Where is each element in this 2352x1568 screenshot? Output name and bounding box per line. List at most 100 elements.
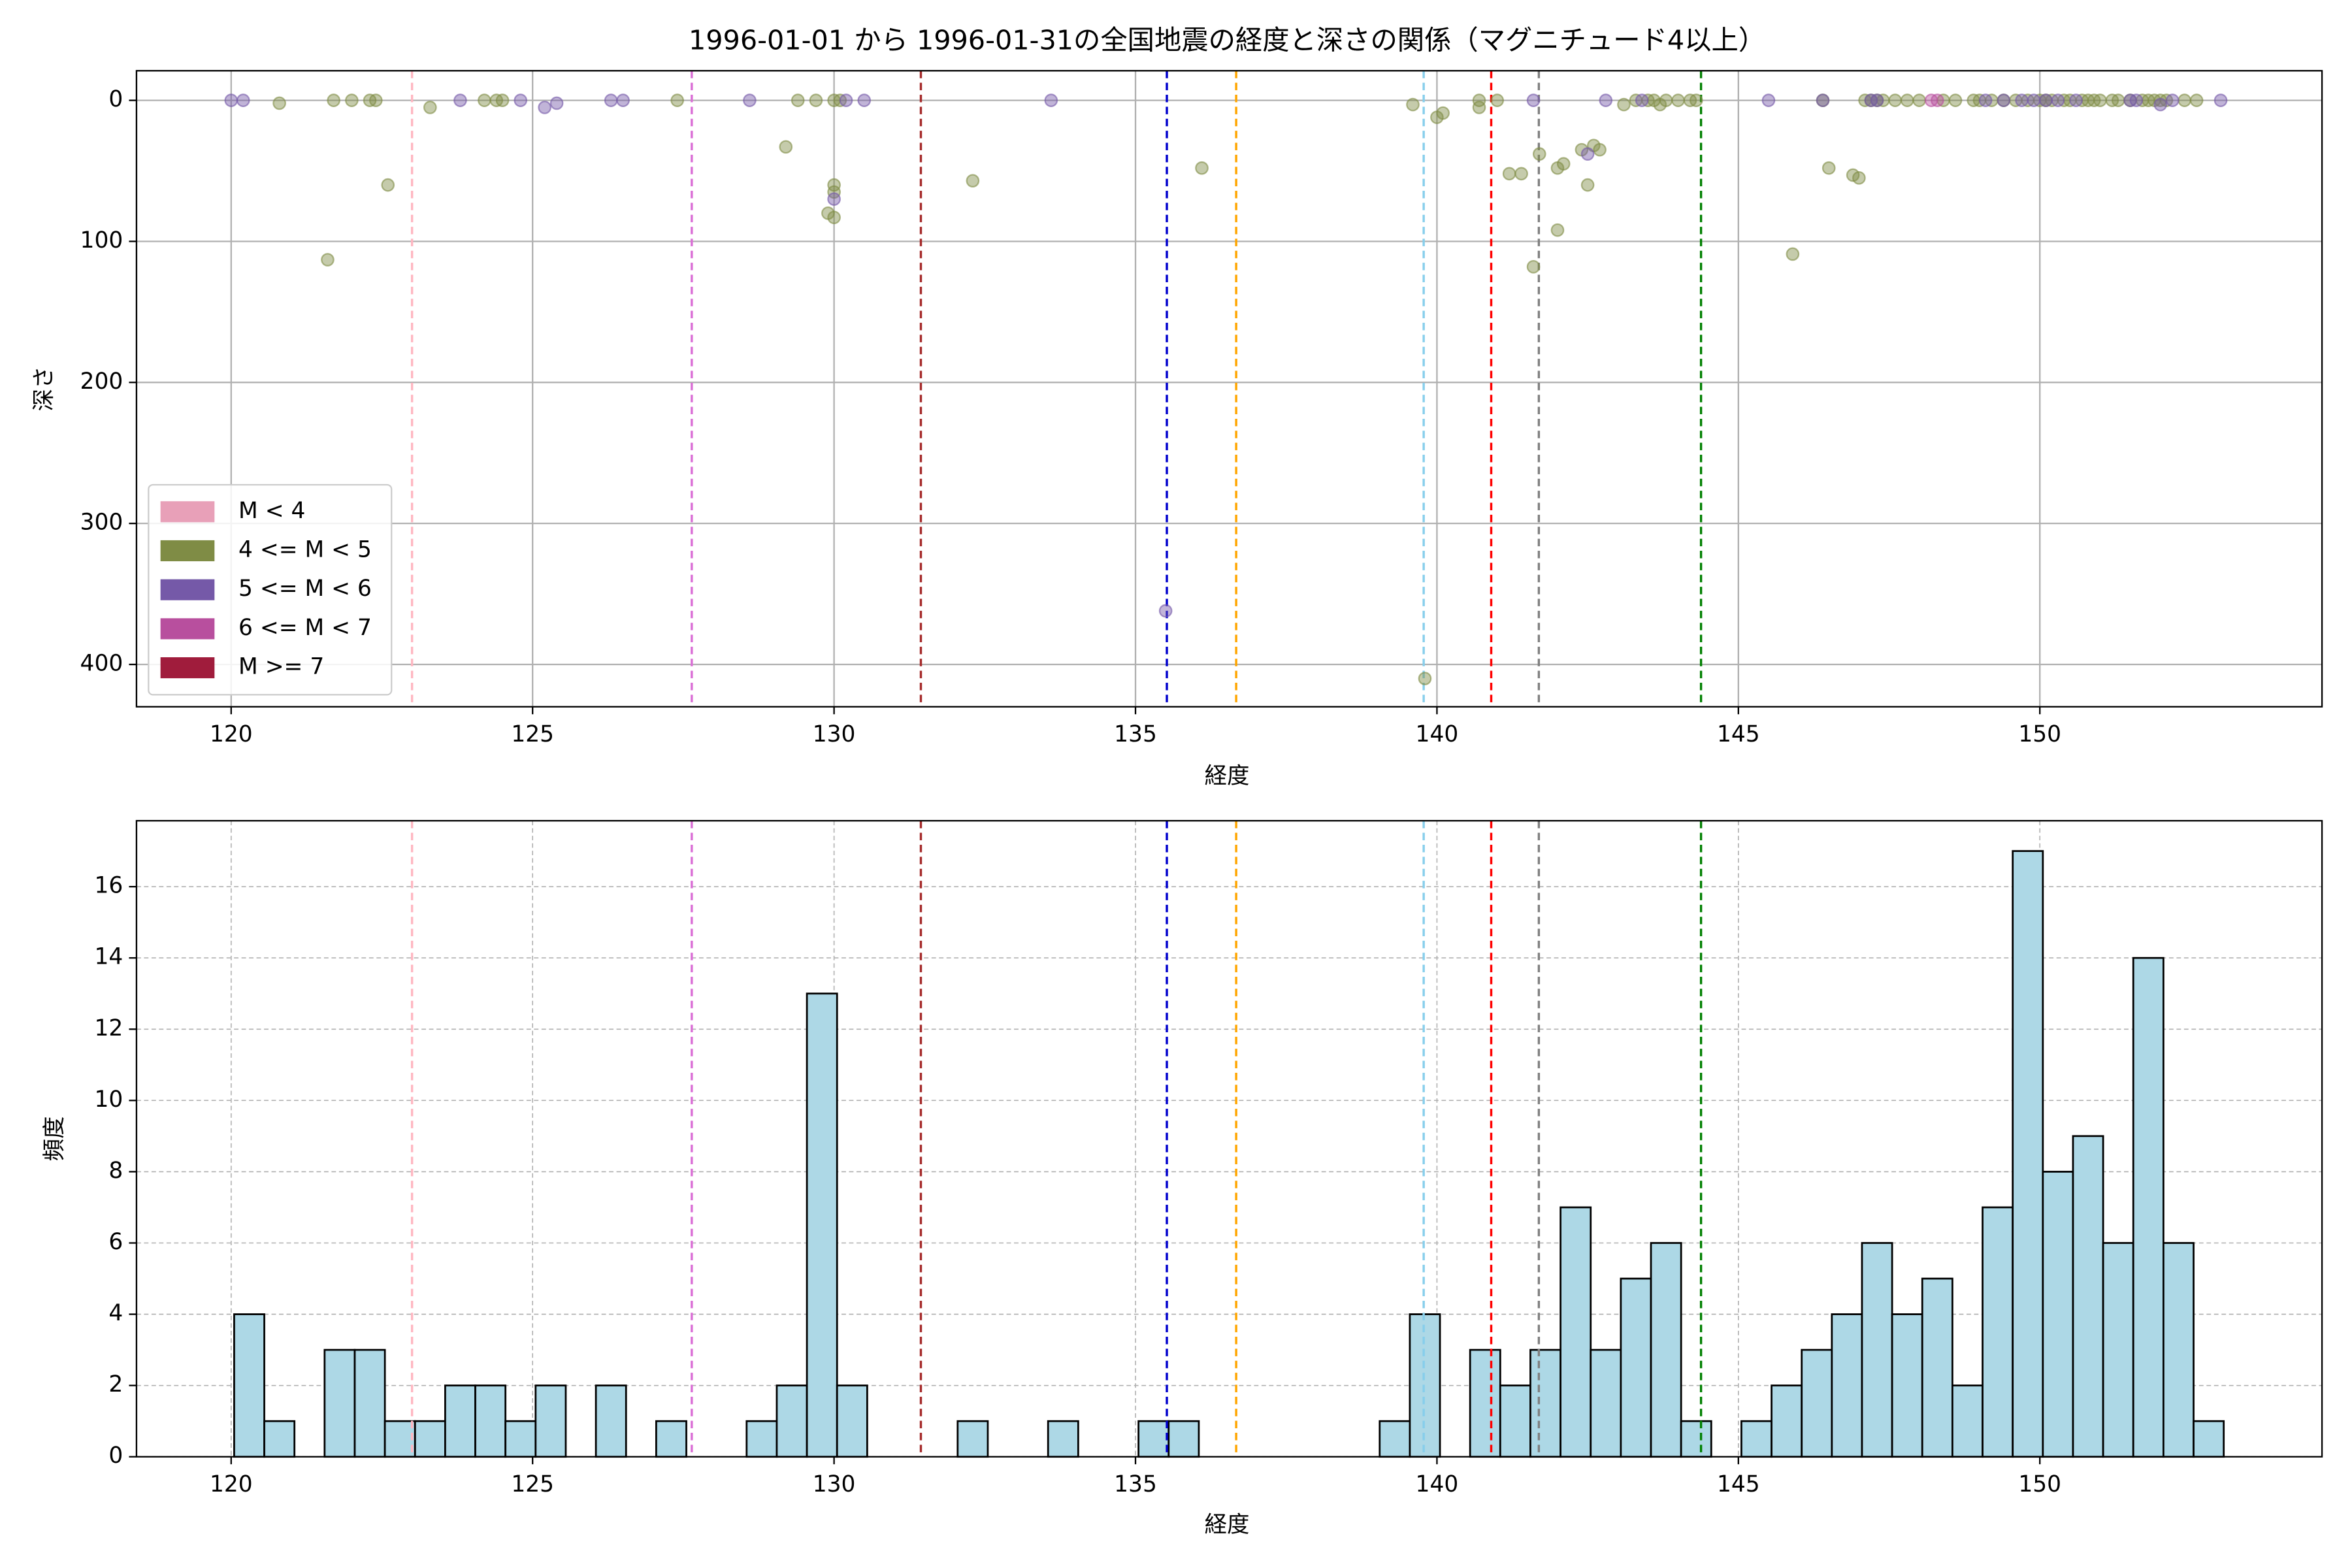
data-point <box>2039 93 2053 107</box>
data-point <box>839 93 853 107</box>
legend-box <box>148 483 393 696</box>
data-point <box>1888 93 1903 107</box>
data-point <box>827 178 841 192</box>
data-point <box>857 93 872 107</box>
data-point <box>827 185 841 199</box>
histogram-bar <box>2012 850 2044 1458</box>
histogram-bar <box>2132 956 2164 1458</box>
y-tick-label: 100 <box>80 227 123 253</box>
histogram-bar <box>384 1420 416 1458</box>
data-point <box>1689 93 1703 107</box>
data-point <box>1490 93 1505 107</box>
histogram-bar <box>655 1420 687 1458</box>
data-point <box>2129 93 2144 107</box>
histogram-bar <box>263 1420 296 1458</box>
histogram-bar <box>444 1384 476 1458</box>
data-point <box>1556 157 1571 171</box>
data-point <box>827 210 841 225</box>
histogram-bar <box>2193 1420 2225 1458</box>
histogram-bar <box>1529 1348 1561 1458</box>
x-tick-label: 145 <box>1717 1471 1760 1497</box>
y-tick-label: 8 <box>108 1158 123 1184</box>
data-point <box>272 96 286 110</box>
data-point <box>1580 147 1595 161</box>
legend-swatch <box>160 579 215 600</box>
data-point <box>1502 167 1516 181</box>
data-point <box>1436 106 1450 120</box>
legend-label: 5 <= M < 6 <box>238 576 372 602</box>
legend-label: 6 <= M < 7 <box>238 615 372 641</box>
data-point <box>1931 93 1944 107</box>
data-point <box>670 93 685 107</box>
data-point <box>1472 101 1486 114</box>
histogram-bar <box>1771 1384 1803 1458</box>
histogram-bar <box>836 1384 868 1458</box>
data-point <box>1997 93 2011 107</box>
x-tick-label: 145 <box>1717 721 1760 747</box>
x-tick-label: 125 <box>511 721 554 747</box>
data-point <box>423 101 437 114</box>
data-point <box>1526 259 1541 274</box>
histogram-bar <box>1801 1348 1833 1458</box>
data-point <box>514 93 528 107</box>
plot-frame <box>135 820 2323 1458</box>
data-point <box>1912 93 1926 107</box>
x-tick-label: 135 <box>1114 1471 1157 1497</box>
histogram-bar <box>1982 1206 2014 1458</box>
histogram-bar <box>1590 1348 1622 1458</box>
x-tick-label: 135 <box>1114 721 1157 747</box>
legend-label: 4 <= M < 5 <box>238 536 372 563</box>
y-tick-label: 14 <box>94 944 123 970</box>
histogram-bar <box>1409 1313 1441 1458</box>
data-point <box>1406 97 1420 112</box>
histogram-bar <box>353 1348 386 1458</box>
y-tick-label: 16 <box>94 873 123 899</box>
histogram-bar <box>2102 1242 2134 1458</box>
y-tick-label: 400 <box>80 651 123 677</box>
y-tick-label: 4 <box>108 1300 123 1326</box>
data-point <box>368 93 383 107</box>
data-point <box>1472 93 1486 107</box>
data-point <box>1599 93 1613 107</box>
x-axis-label: 経度 <box>1205 1512 1250 1538</box>
histogram-bar <box>534 1384 567 1458</box>
histogram-bar <box>474 1384 507 1458</box>
data-point <box>827 192 841 206</box>
data-point <box>345 93 359 107</box>
data-point <box>1418 672 1432 685</box>
histogram-bar <box>323 1348 356 1458</box>
data-point <box>2027 93 2041 107</box>
data-point <box>1635 93 1649 107</box>
data-point <box>791 93 805 107</box>
data-point <box>1593 142 1607 157</box>
x-tick-label: 125 <box>511 1471 554 1497</box>
histogram-bar <box>1047 1420 1079 1458</box>
data-point <box>549 96 564 110</box>
histogram-bar <box>595 1384 627 1458</box>
histogram-bar <box>1861 1242 1893 1458</box>
legend-label: M < 4 <box>238 498 305 524</box>
histogram-bar <box>2072 1135 2104 1458</box>
legend-label: M >= 7 <box>238 654 324 680</box>
data-point <box>2165 93 2180 107</box>
legend-swatch <box>160 540 215 562</box>
histogram-bar <box>1469 1348 1501 1458</box>
data-point <box>1671 93 1685 107</box>
histogram-bar <box>2042 1171 2074 1458</box>
chart-title: 1996-01-01 から 1996-01-31の全国地震の経度と深さの関係（マ… <box>689 25 1765 56</box>
data-point <box>616 93 630 107</box>
data-point <box>743 93 757 107</box>
data-point <box>495 93 510 107</box>
histogram-bar <box>233 1313 265 1458</box>
y-tick-label: 200 <box>80 368 123 395</box>
x-tick-label: 120 <box>210 1471 253 1497</box>
x-tick-label: 140 <box>1416 1471 1459 1497</box>
histogram-bar <box>745 1420 778 1458</box>
histogram-bar <box>1168 1420 1200 1458</box>
x-axis-label: 経度 <box>1205 763 1250 789</box>
histogram-bar <box>1680 1420 1712 1458</box>
x-tick-label: 130 <box>813 1471 856 1497</box>
plot-frame <box>135 70 2323 708</box>
y-tick-label: 6 <box>108 1229 123 1255</box>
